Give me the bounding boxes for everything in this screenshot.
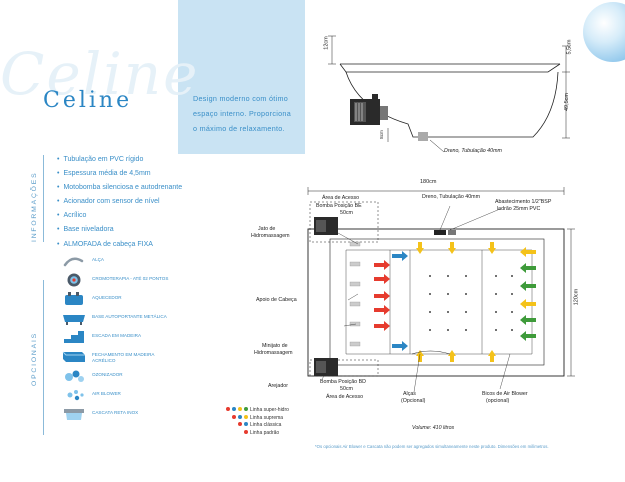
headrest-label: Apoio de Cabeça <box>256 297 297 303</box>
option-item: CASCATA RETA INOX <box>62 406 192 428</box>
features-list: Tubulação em PVC rígido Espessura média … <box>57 153 182 252</box>
legend-dot <box>232 407 236 411</box>
side-view-drawing <box>328 35 570 153</box>
option-item: ESCADA EM MADEIRA <box>62 329 192 351</box>
option-label: FECHAMENTO EM MADEIRA ACRÉLICO <box>92 352 155 363</box>
legend-item: Linha clássica <box>226 422 289 430</box>
legend-label: Linha super-hidro <box>250 407 289 413</box>
drain-label: Dreno, Tubulação 40mm <box>422 194 481 200</box>
handles-label: Alças <box>403 391 416 397</box>
option-item: AQUECEDOR <box>62 291 192 313</box>
option-label: AIR BLOWER <box>92 391 121 396</box>
legend-dot <box>244 407 248 411</box>
watermark-title: Celine <box>0 40 200 108</box>
opcionais-heading: OPCIONAIS <box>31 332 38 386</box>
minijet-label: Hidromassagem <box>254 350 293 356</box>
waterfall-icon <box>64 409 84 420</box>
legend-dot <box>226 407 230 411</box>
feature-item: Tubulação em PVC rígido <box>57 153 182 167</box>
minijet-label: Minijato de <box>262 343 288 349</box>
description-line: o máximo de relaxamento. <box>193 124 285 133</box>
option-item: CROMOTERAPIA - ATÉ 02 PONTOS <box>62 272 192 294</box>
description-panel: Design moderno com ótimo espaço interno.… <box>178 0 305 154</box>
legend-item: Linha suprema <box>226 414 289 423</box>
legend-dot <box>244 429 248 434</box>
option-label: CROMOTERAPIA - ATÉ 02 PONTOS <box>92 276 169 281</box>
jet-label: Jato de <box>258 226 276 232</box>
description-line: espaço interno. Proporciona <box>193 109 291 118</box>
dimension-label: 50cm <box>340 210 353 216</box>
dimension-label: 8cm <box>378 130 384 139</box>
top-view-drawing <box>307 187 575 393</box>
description-text: Design moderno com ótimo espaço interno.… <box>193 91 303 136</box>
handle-icon <box>63 257 84 267</box>
drain-label: Dreno, Tubulação 40mm <box>444 148 502 154</box>
aerator-label: Arejador <box>268 383 289 389</box>
jet-label: Hidromassagem <box>251 233 290 239</box>
legend-dot <box>232 414 236 419</box>
legend-item: Linha padrão <box>226 429 289 438</box>
legend: Linha super-hidro Linha suprema Linha cl… <box>226 407 289 437</box>
chromotherapy-icon <box>67 273 81 287</box>
option-label: AQUECEDOR <box>92 295 122 300</box>
option-label: CASCATA RETA INOX <box>92 410 139 415</box>
wood-panel-icon <box>62 351 85 362</box>
option-label: ESCADA EM MADEIRA <box>92 333 142 338</box>
heater-icon <box>65 292 83 305</box>
dimension-label: 5,5cm <box>566 39 573 55</box>
air-blower-icon <box>67 390 84 401</box>
informacoes-heading: INFORMAÇÕES <box>31 171 38 242</box>
legend-dot <box>238 414 242 419</box>
feature-item: Acrílico <box>57 209 182 223</box>
feature-item: ALMOFADA de cabeça FIXA <box>57 238 182 252</box>
feature-item: Acionador com sensor de nível <box>57 195 182 209</box>
dimension-label: 180cm <box>420 179 437 185</box>
handles-label: (Opcional) <box>401 398 426 404</box>
legend-dot <box>238 407 242 411</box>
option-item: ALÇA <box>62 253 192 275</box>
divider <box>43 155 44 242</box>
air-blower-label: Bicos de Air Blower <box>482 391 528 397</box>
dimension-label: 49,5cm <box>564 92 571 112</box>
metal-base-icon <box>63 315 85 325</box>
access-area-label: Área de Acesso <box>322 195 360 201</box>
decorative-bubble <box>583 2 625 62</box>
volume-label: Volume: 410 litros <box>412 425 455 431</box>
option-item: OZONIZADOR <box>62 368 192 390</box>
dimension-label: 120cm <box>573 288 580 306</box>
divider <box>43 280 44 435</box>
legend-label: Linha suprema <box>250 414 284 421</box>
option-item: BASE AUTOPORTANTE METÁLICA <box>62 310 192 332</box>
option-item: AIR BLOWER <box>62 387 192 409</box>
legend-dot <box>238 422 242 426</box>
legend-label: Linha padrão <box>250 429 280 436</box>
dimension-label: 12cm <box>323 36 330 50</box>
legend-label: Linha clássica <box>250 422 282 428</box>
option-label: BASE AUTOPORTANTE METÁLICA <box>92 314 167 319</box>
pump-position-label: Bomba Posição BE <box>316 203 362 209</box>
supply-label: ladrão 25mm PVC <box>497 206 541 212</box>
legend-dot <box>244 414 248 419</box>
option-item: FECHAMENTO EM MADEIRA ACRÉLICO <box>62 348 192 370</box>
feature-item: Motobomba silenciosa e autodrenante <box>57 181 182 195</box>
feature-item: Espessura média de 4,5mm <box>57 167 182 181</box>
product-title: Celine <box>43 88 133 113</box>
option-label: ALÇA <box>92 257 105 262</box>
pump-position-label: Bomba Posição BD <box>320 379 366 385</box>
air-blower-label: (opcional) <box>486 398 510 404</box>
ozonizer-icon <box>65 370 84 382</box>
legend-item: Linha super-hidro <box>226 407 289 415</box>
dimension-label: 50cm <box>340 386 353 392</box>
supply-label: Abastecimento 1/2"BSP <box>495 199 552 205</box>
feature-item: Base niveladora <box>57 223 182 237</box>
footnote: *Os opcionais Air Blower e Cascata não p… <box>315 444 549 449</box>
wooden-step-icon <box>64 331 84 343</box>
legend-dot <box>244 422 248 426</box>
option-label: OZONIZADOR <box>92 372 123 377</box>
description-line: Design moderno com ótimo <box>193 94 289 103</box>
access-area-label: Área de Acesso <box>326 394 364 400</box>
